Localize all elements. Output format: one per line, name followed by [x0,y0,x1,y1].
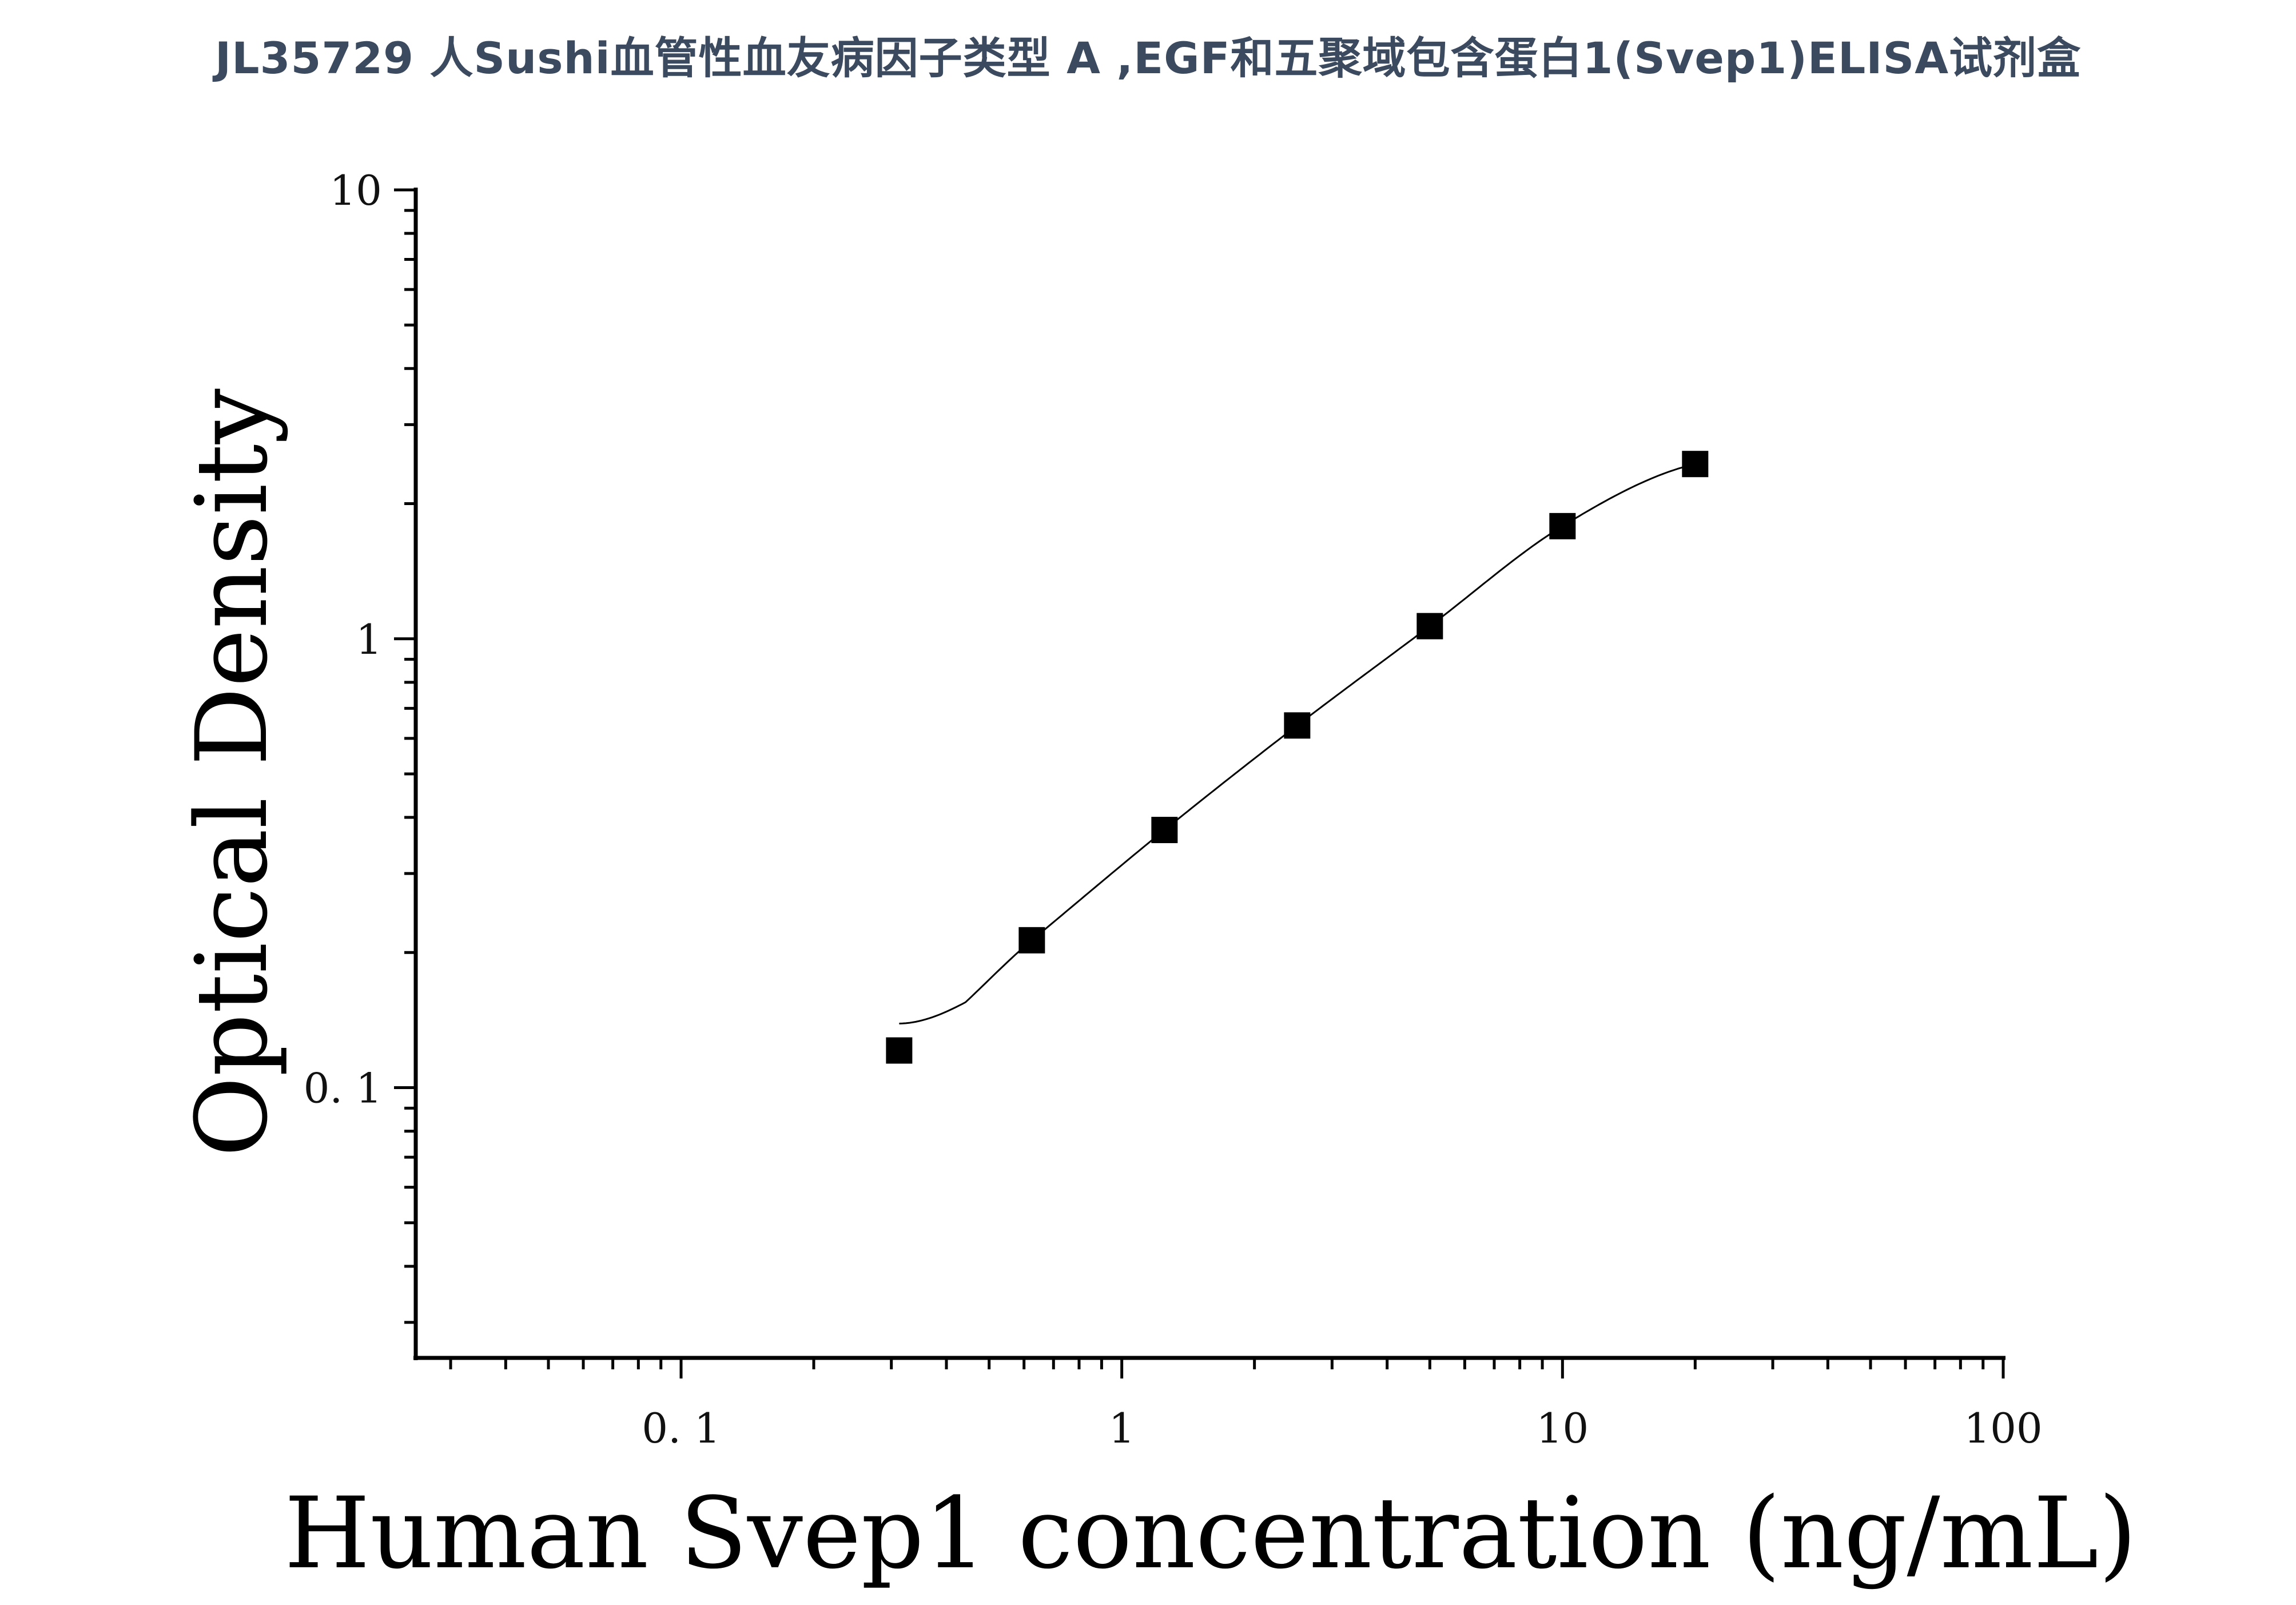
y-tick-label: 10 [329,166,382,214]
data-points [886,451,1709,1064]
x-axis-title: Human Svep1 concentration (ng/mL) [284,1476,2137,1591]
x-axis-ticks: 0. 1 1 10 100 [449,1358,2043,1452]
x-axis: 0. 1 1 10 100 [413,1356,2043,1452]
y-axis-ticks: 0. 1 1 10 [304,166,416,1324]
data-point [1284,712,1311,739]
y-tick-label: 1 [356,615,382,664]
data-point [1151,817,1178,844]
fit-curve [899,463,1696,1024]
y-tick-label: 0. 1 [304,1064,382,1113]
y-axis-title: Optical Density [174,388,289,1157]
y-axis: 0. 1 1 10 [304,166,418,1360]
data-point [1416,613,1443,639]
page-title: JL35729 人Sushi血管性血友病因子类型 A ,EGF和五聚域包含蛋白1… [214,33,2082,84]
data-point [1682,451,1709,478]
data-point [1549,513,1576,539]
x-tick-label: 10 [1537,1404,1589,1452]
x-tick-label: 1 [1109,1404,1135,1452]
x-tick-label: 100 [1964,1404,2042,1452]
data-point [1018,927,1045,954]
x-tick-label: 0. 1 [642,1404,720,1452]
data-point [886,1037,913,1064]
